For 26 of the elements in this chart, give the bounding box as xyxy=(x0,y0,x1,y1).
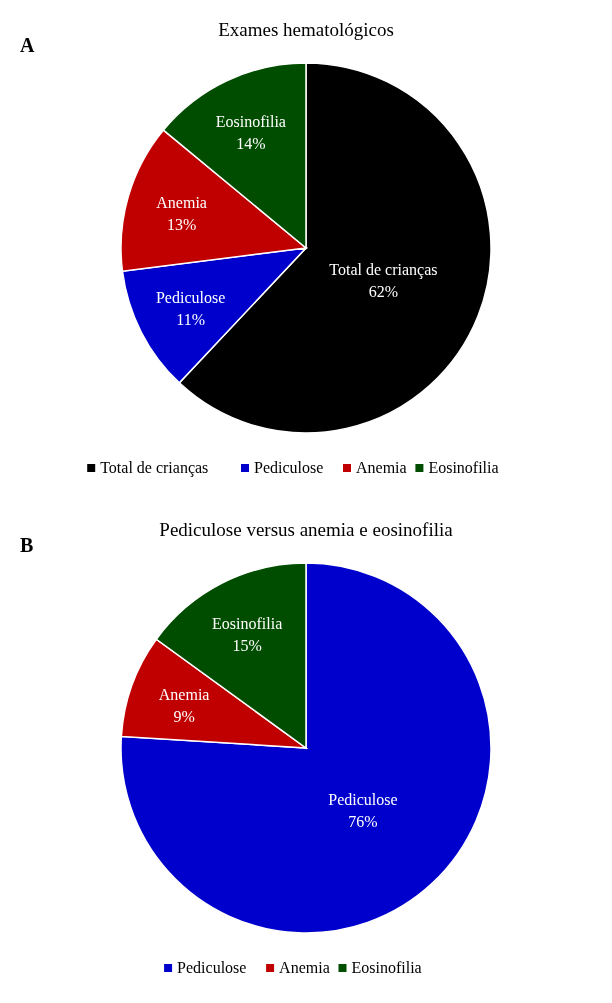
legend-label: Eosinofilia xyxy=(428,459,499,476)
data-label: 9% xyxy=(173,708,195,726)
legend-label: Anemia xyxy=(356,459,407,476)
data-label: 13% xyxy=(166,215,197,233)
legend-label: Anemia xyxy=(279,959,330,976)
text: B xyxy=(20,534,34,556)
chart-title: Exames hematológicos xyxy=(218,19,394,40)
data-label: 76% xyxy=(348,812,378,830)
slice-label: Pediculose xyxy=(328,790,398,808)
data-label: 62% xyxy=(368,282,399,300)
legend-label: Pediculose xyxy=(254,459,324,476)
slice-label: Total de crianças xyxy=(329,260,438,279)
data-label: 11% xyxy=(176,310,205,328)
data-label: 15% xyxy=(232,636,262,654)
text: A xyxy=(20,34,35,56)
legend-label: Pediculose xyxy=(177,959,247,976)
slice-label: Eosinofilia xyxy=(212,614,283,632)
slice-label: Eosinofilia xyxy=(215,112,286,130)
slice-label: Pediculose xyxy=(155,288,226,306)
legend-label: Eosinofilia xyxy=(351,959,422,976)
legend-label: Total de crianças xyxy=(100,459,209,477)
pie-slice xyxy=(120,562,492,934)
slice-label: Anemia xyxy=(158,686,210,704)
slice-label: Anemia xyxy=(156,193,207,211)
data-label: 14% xyxy=(236,134,266,152)
chart-title: Pediculose versus anemia e eosinofilia xyxy=(159,519,454,540)
